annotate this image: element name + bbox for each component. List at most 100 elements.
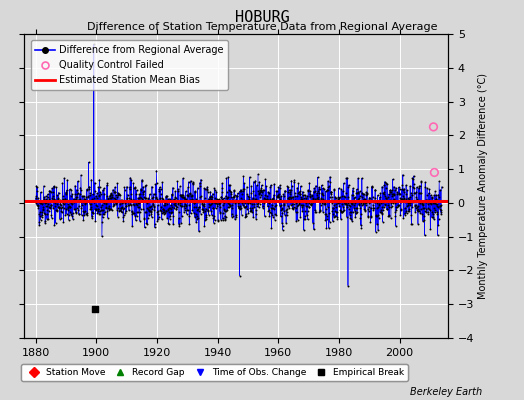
- Point: [210, 217, 219, 224]
- Point: [236, 206, 244, 212]
- Point: [264, 188, 272, 195]
- Point: [296, 214, 304, 220]
- Point: [241, 204, 249, 210]
- Point: [385, 213, 393, 219]
- Point: [118, 199, 127, 205]
- Point: [367, 205, 375, 211]
- Point: [62, 206, 70, 213]
- Point: [132, 198, 140, 205]
- Point: [363, 184, 372, 190]
- Point: [311, 195, 319, 202]
- Point: [435, 206, 444, 212]
- Point: [427, 197, 435, 204]
- Point: [136, 218, 144, 224]
- Point: [399, 196, 408, 202]
- Text: HOBURG: HOBURG: [235, 10, 289, 25]
- Point: [78, 212, 86, 218]
- Point: [160, 199, 169, 206]
- Point: [160, 210, 168, 217]
- Point: [354, 175, 362, 182]
- Point: [131, 184, 139, 190]
- Point: [320, 186, 328, 192]
- Point: [52, 207, 60, 213]
- Point: [124, 192, 132, 198]
- Point: [75, 196, 84, 203]
- Point: [82, 199, 90, 206]
- Point: [112, 200, 121, 207]
- Point: [427, 200, 435, 207]
- Point: [376, 190, 385, 196]
- Point: [419, 205, 428, 211]
- Point: [250, 204, 258, 210]
- Point: [357, 202, 366, 208]
- Point: [156, 195, 164, 201]
- Point: [213, 197, 221, 204]
- Point: [209, 204, 217, 211]
- Point: [436, 203, 445, 209]
- Point: [298, 204, 306, 211]
- Point: [249, 214, 257, 221]
- Point: [113, 180, 122, 186]
- Point: [319, 192, 328, 198]
- Point: [78, 193, 86, 199]
- Point: [323, 212, 331, 219]
- Point: [344, 184, 352, 190]
- Point: [340, 180, 348, 186]
- Point: [62, 211, 71, 217]
- Point: [337, 186, 345, 192]
- Point: [142, 219, 150, 226]
- Point: [71, 210, 80, 216]
- Point: [247, 208, 255, 214]
- Point: [341, 201, 350, 208]
- Point: [323, 186, 332, 193]
- Point: [412, 188, 421, 195]
- Point: [319, 196, 328, 202]
- Point: [283, 203, 292, 209]
- Point: [164, 206, 172, 213]
- Point: [417, 179, 425, 185]
- Point: [186, 198, 194, 204]
- Point: [211, 187, 219, 193]
- Point: [84, 184, 93, 190]
- Point: [421, 184, 429, 190]
- Point: [381, 195, 390, 201]
- Point: [268, 196, 277, 202]
- Point: [179, 195, 188, 202]
- Point: [182, 188, 190, 194]
- Point: [380, 204, 388, 210]
- Point: [302, 197, 310, 203]
- Point: [226, 194, 235, 200]
- Point: [99, 214, 107, 220]
- Point: [128, 210, 137, 216]
- Point: [117, 209, 126, 216]
- Point: [305, 180, 313, 186]
- Point: [60, 175, 69, 181]
- Point: [329, 204, 337, 211]
- Point: [418, 201, 427, 208]
- Point: [309, 188, 318, 195]
- Point: [405, 208, 413, 214]
- Point: [73, 193, 82, 200]
- Point: [331, 213, 339, 219]
- Point: [311, 207, 319, 214]
- Point: [221, 217, 230, 223]
- Point: [173, 198, 181, 204]
- Point: [96, 211, 104, 218]
- Point: [116, 199, 125, 206]
- Point: [233, 198, 241, 205]
- Point: [32, 193, 40, 200]
- Point: [131, 184, 139, 191]
- Point: [218, 180, 226, 186]
- Point: [257, 182, 266, 188]
- Point: [347, 200, 355, 206]
- Point: [391, 212, 400, 219]
- Point: [191, 204, 200, 210]
- Point: [215, 200, 223, 206]
- Point: [315, 189, 323, 196]
- Point: [72, 186, 81, 193]
- Point: [49, 193, 57, 200]
- Point: [332, 208, 340, 215]
- Point: [258, 189, 266, 195]
- Point: [159, 206, 167, 212]
- Point: [296, 191, 304, 198]
